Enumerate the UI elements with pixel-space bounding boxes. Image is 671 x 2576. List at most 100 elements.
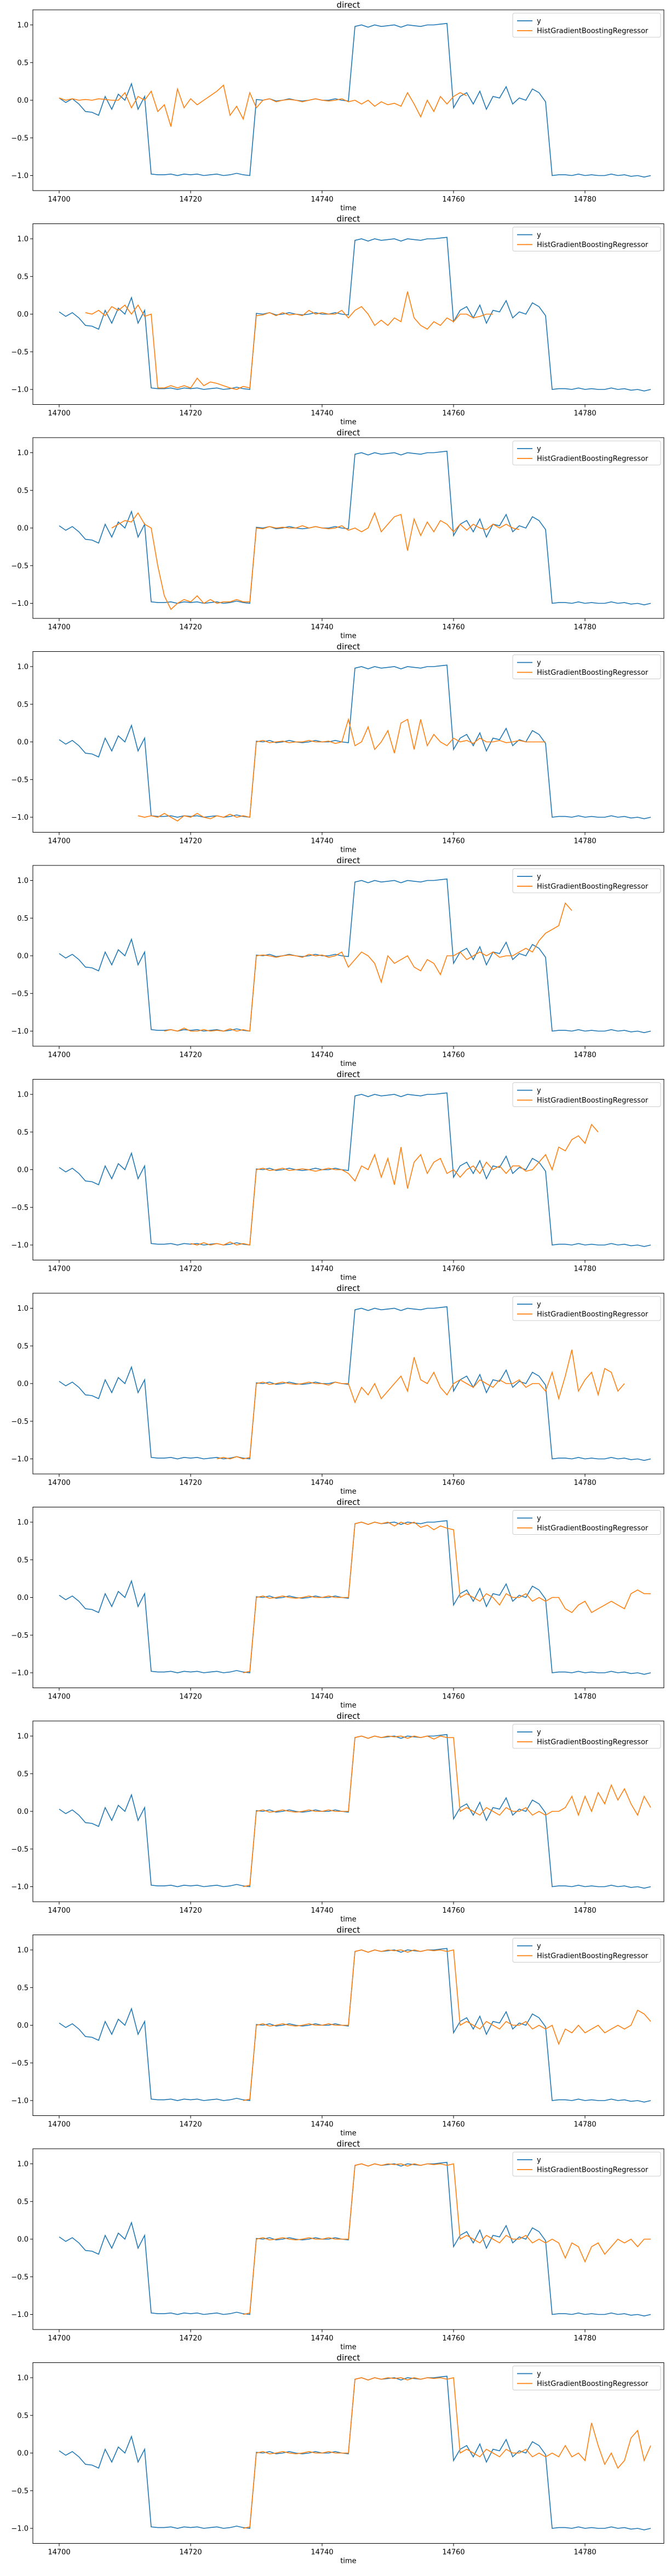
x-tick-label: 14760 bbox=[442, 1479, 464, 1487]
x-tick-label: 14760 bbox=[442, 1693, 464, 1701]
x-tick-label: 14700 bbox=[48, 1051, 70, 1059]
x-axis-label: time bbox=[340, 2557, 356, 2566]
y-tick-label: −0.5 bbox=[11, 562, 28, 570]
legend-label-y: y bbox=[537, 1087, 541, 1095]
y-tick-label: −1.0 bbox=[11, 1028, 28, 1036]
chart-title: direct bbox=[337, 1925, 360, 1935]
x-tick-label: 14720 bbox=[179, 2334, 202, 2343]
x-tick-label: 14700 bbox=[48, 196, 70, 204]
x-tick-label: 14700 bbox=[48, 623, 70, 632]
legend-box bbox=[512, 1510, 661, 1535]
y-tick-label: 0.5 bbox=[17, 1984, 28, 1992]
series-line-y bbox=[59, 1734, 651, 1889]
y-tick-label: −1.0 bbox=[11, 1883, 28, 1891]
legend-label-y: y bbox=[537, 1301, 541, 1309]
y-tick-label: −0.5 bbox=[11, 1632, 28, 1640]
y-tick-label: 1.0 bbox=[17, 449, 28, 457]
y-tick-label: −1.0 bbox=[11, 2525, 28, 2533]
chart-title: direct bbox=[337, 1498, 360, 1507]
chart-title: direct bbox=[337, 856, 360, 865]
series-line-y bbox=[59, 2376, 651, 2531]
x-tick-label: 14780 bbox=[573, 2121, 596, 2129]
legend-box bbox=[512, 1724, 661, 1749]
x-tick-label: 14780 bbox=[573, 1907, 596, 1915]
x-tick-label: 14740 bbox=[311, 1693, 333, 1701]
chart-panel-6: direct −1.0 −0.5 0.0 0.5 1.0 14700 14720 14740 14… bbox=[11, 1070, 664, 1282]
y-tick-label: 0.5 bbox=[17, 1342, 28, 1351]
x-tick-label: 14700 bbox=[48, 1693, 70, 1701]
x-tick-label: 14780 bbox=[573, 2549, 596, 2557]
series-line-histgradientboostingregressor bbox=[243, 2377, 651, 2529]
x-tick-label: 14780 bbox=[573, 837, 596, 846]
legend-label-y: y bbox=[537, 1942, 541, 1950]
x-tick-label: 14700 bbox=[48, 1479, 70, 1487]
y-tick-label: −1.0 bbox=[11, 600, 28, 608]
chart-panel-12: direct −1.0 −0.5 0.0 0.5 1.0 14700 14720 14740 14… bbox=[11, 2353, 664, 2566]
legend-label-histgradientboostingregressor: HistGradientBoostingRegressor bbox=[537, 1952, 649, 1960]
series-line-histgradientboostingregressor bbox=[243, 1522, 651, 1673]
x-axis-label: time bbox=[340, 418, 356, 427]
legend-label-y: y bbox=[537, 2156, 541, 2165]
x-tick-label: 14760 bbox=[442, 1907, 464, 1915]
x-tick-label: 14780 bbox=[573, 1693, 596, 1701]
x-tick-label: 14720 bbox=[179, 410, 202, 418]
x-tick-label: 14720 bbox=[179, 1479, 202, 1487]
x-tick-label: 14760 bbox=[442, 2121, 464, 2129]
y-tick-label: −0.5 bbox=[11, 2487, 28, 2495]
series-line-histgradientboostingregressor bbox=[85, 291, 493, 390]
x-tick-label: 14700 bbox=[48, 2549, 70, 2557]
series-line-histgradientboostingregressor bbox=[243, 1949, 651, 2101]
legend-box bbox=[512, 868, 661, 893]
legend-label-y: y bbox=[537, 1514, 541, 1523]
legend-label-y: y bbox=[537, 659, 541, 667]
legend-box bbox=[512, 655, 661, 679]
legend-label-histgradientboostingregressor: HistGradientBoostingRegressor bbox=[537, 27, 649, 36]
x-tick-label: 14740 bbox=[311, 196, 333, 204]
y-tick-label: −0.5 bbox=[11, 2059, 28, 2068]
x-axis-label: time bbox=[340, 2130, 356, 2138]
y-tick-label: −1.0 bbox=[11, 2311, 28, 2319]
y-tick-label: −1.0 bbox=[11, 386, 28, 394]
legend-label-histgradientboostingregressor: HistGradientBoostingRegressor bbox=[537, 669, 649, 677]
x-tick-label: 14700 bbox=[48, 837, 70, 846]
x-tick-label: 14740 bbox=[311, 2334, 333, 2343]
legend-label-histgradientboostingregressor: HistGradientBoostingRegressor bbox=[537, 883, 649, 891]
series-line-y bbox=[59, 1520, 651, 1675]
x-tick-label: 14780 bbox=[573, 623, 596, 632]
chart-title: direct bbox=[337, 1283, 360, 1293]
chart-panel-5: direct −1.0 −0.5 0.0 0.5 1.0 14700 14720 14740 14… bbox=[11, 856, 664, 1068]
y-tick-label: 1.0 bbox=[17, 2160, 28, 2168]
x-tick-label: 14780 bbox=[573, 1265, 596, 1273]
legend-label-histgradientboostingregressor: HistGradientBoostingRegressor bbox=[537, 241, 649, 249]
series-line-y bbox=[59, 1948, 651, 2103]
x-tick-label: 14740 bbox=[311, 837, 333, 846]
x-tick-label: 14780 bbox=[573, 2334, 596, 2343]
y-tick-label: −0.5 bbox=[11, 348, 28, 357]
y-tick-label: 0.5 bbox=[17, 487, 28, 495]
chart-panel-11: direct −1.0 −0.5 0.0 0.5 1.0 14700 14720 14740 14… bbox=[11, 2139, 664, 2351]
series-line-histgradientboostingregressor bbox=[243, 1735, 651, 1887]
x-tick-label: 14720 bbox=[179, 2121, 202, 2129]
x-tick-label: 14740 bbox=[311, 1051, 333, 1059]
chart-title: direct bbox=[337, 214, 360, 224]
x-axis-label: time bbox=[340, 2343, 356, 2351]
y-tick-label: 0.0 bbox=[17, 1380, 28, 1389]
x-axis-label: time bbox=[340, 1915, 356, 1924]
legend-label-y: y bbox=[537, 445, 541, 454]
x-axis-label: time bbox=[340, 846, 356, 854]
y-tick-label: 1.0 bbox=[17, 1519, 28, 1527]
legend: y HistGradientBoostingRegressor bbox=[512, 655, 661, 679]
x-tick-label: 14760 bbox=[442, 1265, 464, 1273]
x-tick-label: 14760 bbox=[442, 1051, 464, 1059]
legend-label-y: y bbox=[537, 231, 541, 239]
series-line-histgradientboostingregressor bbox=[59, 84, 467, 127]
x-tick-label: 14720 bbox=[179, 1265, 202, 1273]
y-tick-label: −0.5 bbox=[11, 1204, 28, 1212]
y-tick-label: 0.5 bbox=[17, 1128, 28, 1137]
x-tick-label: 14740 bbox=[311, 1265, 333, 1273]
